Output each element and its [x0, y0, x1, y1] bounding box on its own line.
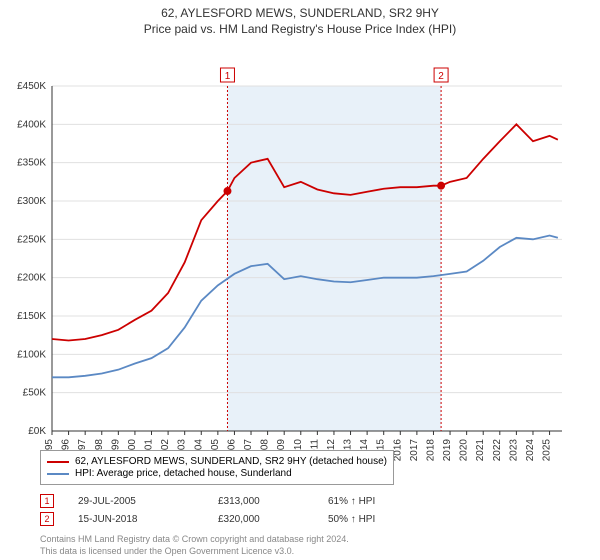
- legend-label: 62, AYLESFORD MEWS, SUNDERLAND, SR2 9HY …: [75, 456, 387, 467]
- x-tick-label: 2024: [525, 439, 536, 462]
- footer-attribution: Contains HM Land Registry data © Crown c…: [40, 534, 349, 557]
- price-chart: £0K £50K £100K £150K £200K £250K £300K £350K £40…: [0, 36, 600, 476]
- legend-swatch: [47, 473, 69, 475]
- y-tick-label: £50K: [23, 388, 47, 399]
- sale-date: 29-JUL-2005: [78, 496, 218, 507]
- x-tick-label: 2021: [475, 439, 486, 462]
- sale-row-marker: 2: [40, 512, 54, 526]
- x-tick-label: 2018: [425, 439, 436, 462]
- sale-row: 2 15-JUN-2018£320,00050% ↑ HPI: [40, 510, 438, 528]
- x-tick-label: 2022: [492, 439, 503, 462]
- sale-marker-number: 2: [438, 71, 444, 82]
- legend-row: HPI: Average price, detached house, Sund…: [47, 468, 387, 479]
- sale-point-dot: [437, 182, 445, 190]
- y-tick-label: £300K: [17, 196, 46, 207]
- sale-row: 1 29-JUL-2005£313,00061% ↑ HPI: [40, 492, 438, 510]
- sale-hpi: 61% ↑ HPI: [328, 496, 438, 507]
- chart-title-block: 62, AYLESFORD MEWS, SUNDERLAND, SR2 9HY …: [0, 0, 600, 36]
- title-line-2: Price paid vs. HM Land Registry's House …: [0, 22, 600, 36]
- legend-label: HPI: Average price, detached house, Sund…: [75, 468, 292, 479]
- sale-row-marker: 1: [40, 494, 54, 508]
- sale-marker-number: 1: [225, 71, 231, 82]
- footer-line-1: Contains HM Land Registry data © Crown c…: [40, 534, 349, 546]
- title-line-1: 62, AYLESFORD MEWS, SUNDERLAND, SR2 9HY: [0, 6, 600, 20]
- y-tick-label: £400K: [17, 119, 46, 130]
- y-tick-label: £350K: [17, 158, 46, 169]
- y-tick-label: £450K: [17, 81, 46, 92]
- sale-date: 15-JUN-2018: [78, 514, 218, 525]
- footer-line-2: This data is licensed under the Open Gov…: [40, 546, 349, 558]
- x-tick-label: 2020: [459, 439, 470, 462]
- x-tick-label: 2025: [542, 439, 553, 462]
- legend-box: 62, AYLESFORD MEWS, SUNDERLAND, SR2 9HY …: [40, 450, 394, 485]
- sale-price: £313,000: [218, 496, 328, 507]
- hpi-period-shade: [227, 86, 441, 431]
- y-tick-label: £150K: [17, 311, 46, 322]
- legend-row: 62, AYLESFORD MEWS, SUNDERLAND, SR2 9HY …: [47, 456, 387, 467]
- y-tick-label: £100K: [17, 349, 46, 360]
- x-tick-label: 2019: [442, 439, 453, 462]
- y-tick-label: £250K: [17, 234, 46, 245]
- x-tick-label: 2017: [409, 439, 420, 462]
- legend-swatch: [47, 461, 69, 463]
- sale-price: £320,000: [218, 514, 328, 525]
- x-tick-label: 2023: [508, 439, 519, 462]
- sale-hpi: 50% ↑ HPI: [328, 514, 438, 525]
- y-tick-label: £0K: [28, 426, 46, 437]
- y-tick-label: £200K: [17, 273, 46, 284]
- sale-point-dot: [223, 187, 231, 195]
- sales-table: 1 29-JUL-2005£313,00061% ↑ HPI 2 15-JUN-201…: [40, 492, 438, 528]
